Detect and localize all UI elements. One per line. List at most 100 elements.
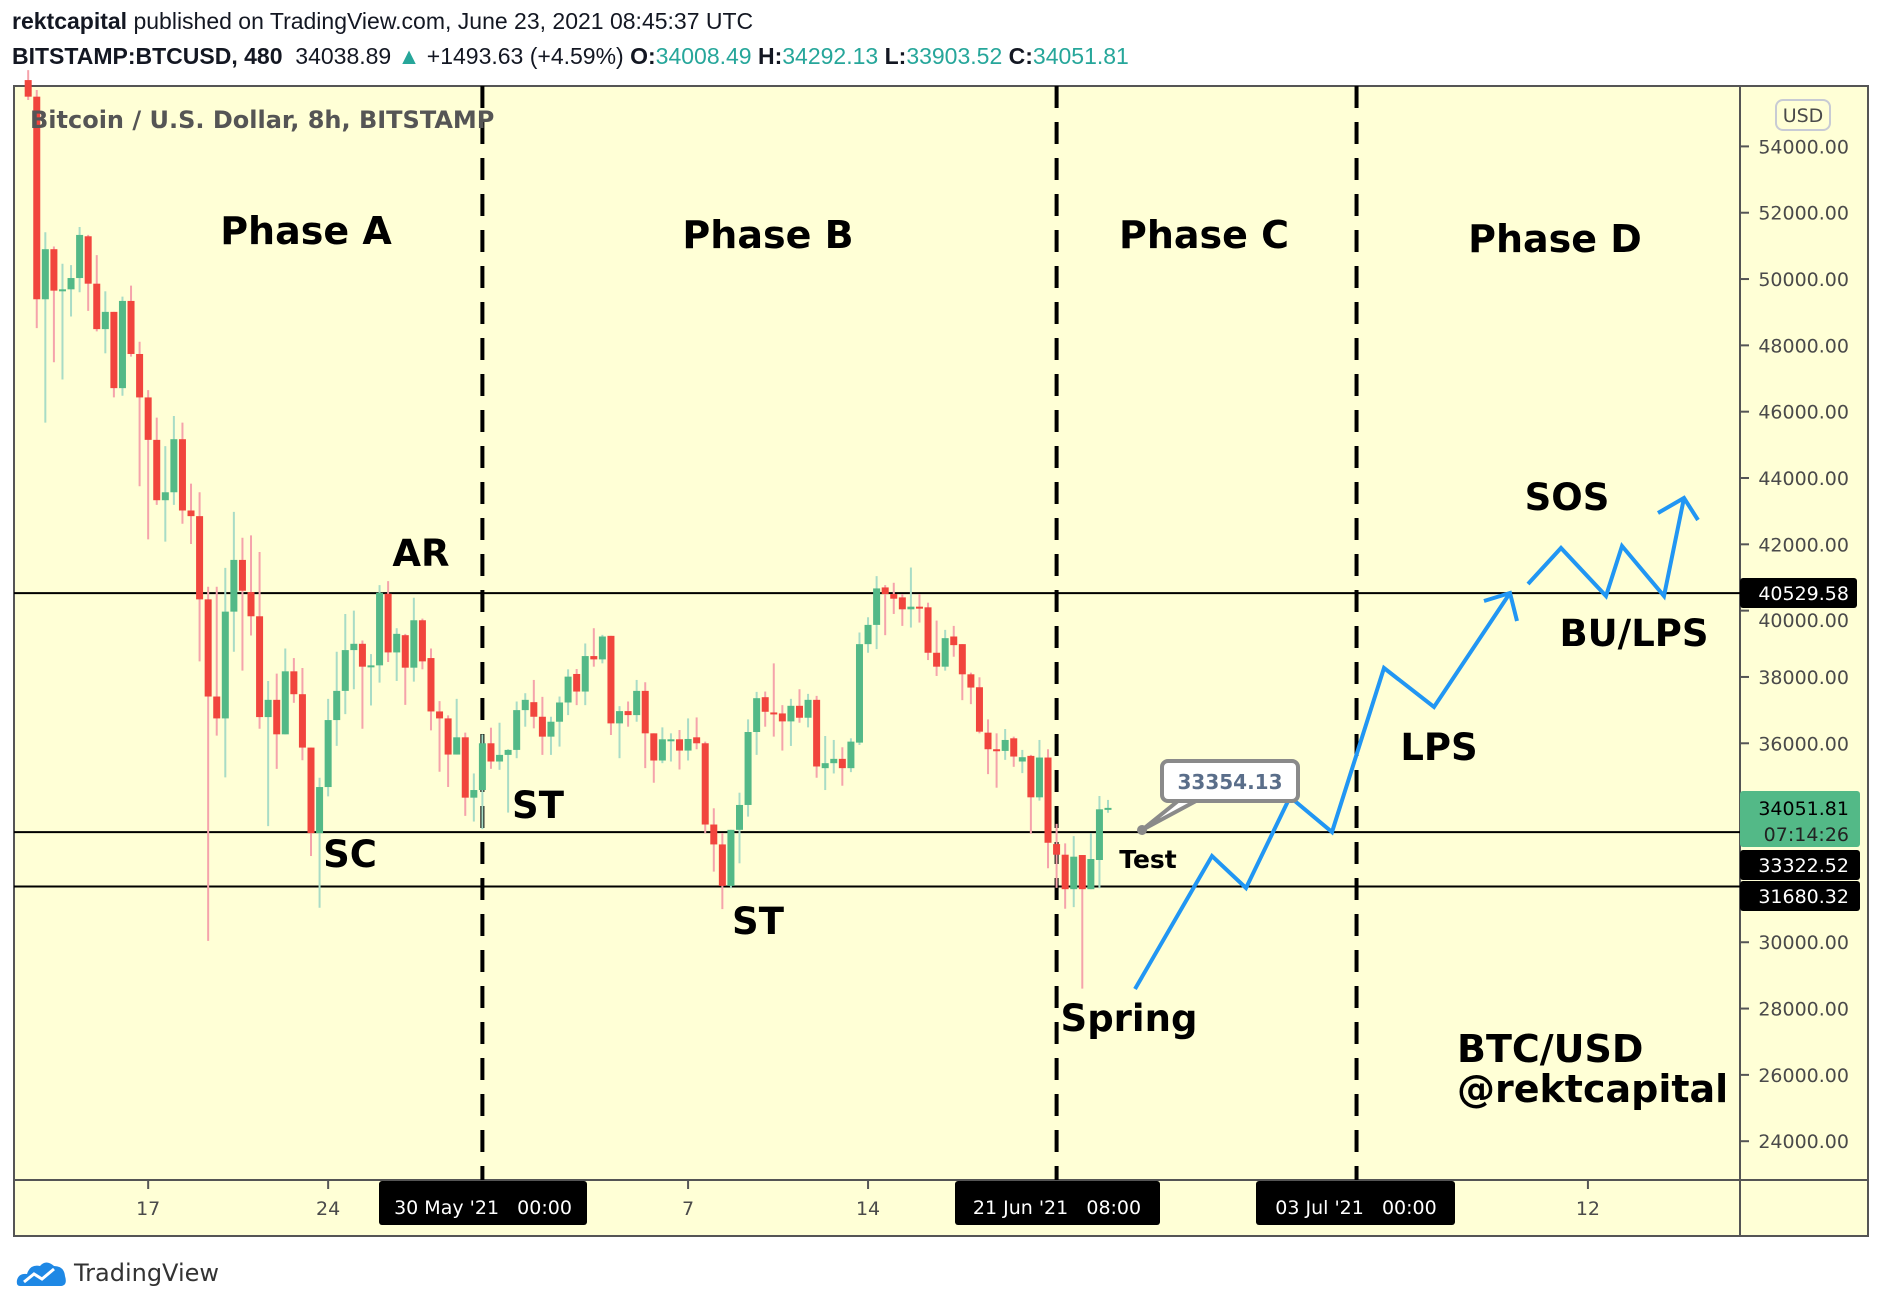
candle-body <box>727 829 735 886</box>
candle <box>658 727 666 764</box>
candle <box>461 732 469 816</box>
candle-body <box>84 236 92 284</box>
candle-body <box>461 737 469 798</box>
candle <box>547 716 555 755</box>
candle <box>358 640 366 729</box>
candle <box>144 390 152 540</box>
candle-body <box>830 758 838 764</box>
candle <box>187 483 195 544</box>
lps-label: LPS <box>1400 726 1477 769</box>
currency-badge[interactable]: USD <box>1775 99 1831 131</box>
candle-body <box>538 716 546 737</box>
candle-body <box>590 656 598 660</box>
candle <box>641 682 649 769</box>
candle-body <box>598 636 606 660</box>
candle-body <box>273 699 281 735</box>
candle <box>667 733 675 762</box>
candle-body <box>984 732 992 750</box>
candle-body <box>975 687 983 732</box>
candle <box>118 296 126 396</box>
phase-a-label: Phase A <box>220 209 392 253</box>
candle <box>616 706 624 759</box>
candle-body <box>650 733 658 761</box>
candle-body <box>701 743 709 825</box>
candle <box>890 582 898 614</box>
candle <box>967 672 975 705</box>
candle-countdown: 07:14:26 <box>1764 824 1849 846</box>
y-tick-label: 28000.00 <box>1758 999 1849 1021</box>
candle-body <box>221 611 229 719</box>
symbol[interactable]: BITSTAMP:BTCUSD, 480 <box>12 43 283 69</box>
candle-body <box>778 713 786 722</box>
candle <box>41 232 49 423</box>
candle <box>598 634 606 664</box>
candle-body <box>744 732 752 805</box>
price-callout[interactable]: 33354.13 <box>1137 759 1300 835</box>
candle <box>307 747 315 857</box>
resistance-price-tag: 40529.58 <box>1740 578 1857 608</box>
candle <box>573 669 581 706</box>
candle-body <box>616 711 624 724</box>
candle-body <box>993 749 1001 752</box>
low-value: 33903.52 <box>906 43 1003 69</box>
candle <box>221 567 229 778</box>
candle-body <box>358 643 366 667</box>
brand-name: TradingView <box>74 1259 220 1287</box>
candle-body <box>1044 757 1052 843</box>
candle-body <box>1078 855 1086 890</box>
candle <box>693 717 701 750</box>
candle <box>324 698 332 797</box>
candle-body <box>256 616 264 718</box>
projection-path[interactable] <box>1133 495 1700 991</box>
tradingview-logo[interactable]: TradingView <box>16 1258 219 1288</box>
candle <box>367 654 375 706</box>
chart-frame <box>13 85 1869 1237</box>
candle <box>290 658 298 703</box>
candle-body <box>110 311 118 389</box>
candle <box>478 734 486 830</box>
candle-body <box>813 699 821 767</box>
arrowhead-2 <box>1657 495 1700 522</box>
phase-c-label: Phase C <box>1119 213 1289 257</box>
candle-body <box>1001 739 1009 751</box>
candle <box>24 70 32 100</box>
candle-body <box>350 643 358 651</box>
candle-body <box>67 278 75 290</box>
arrowhead-1 <box>1483 590 1519 622</box>
candle <box>915 594 923 623</box>
candle <box>1061 843 1069 909</box>
candle-body <box>933 652 941 667</box>
candle <box>1087 833 1095 890</box>
candle <box>821 735 829 791</box>
resistance-price: 40529.58 <box>1758 583 1849 605</box>
test-label: Test <box>1119 845 1177 874</box>
spring-label: Spring <box>1061 997 1198 1040</box>
candle <box>1104 799 1112 813</box>
x-tick-label: 14 <box>856 1198 880 1220</box>
candle-body <box>633 690 641 716</box>
candle <box>376 585 384 683</box>
candle <box>410 597 418 682</box>
candle <box>178 422 186 524</box>
candle-body <box>573 673 581 692</box>
candle <box>84 234 92 311</box>
candle <box>521 693 529 727</box>
x-tick-label: 12 <box>1576 1198 1600 1220</box>
candle <box>864 617 872 653</box>
candle-body <box>324 720 332 788</box>
candle <box>701 741 709 834</box>
candle <box>564 669 572 716</box>
author-name[interactable]: rektcapital <box>12 8 128 34</box>
candle <box>341 613 349 715</box>
y-tick-label: 30000.00 <box>1758 932 1849 954</box>
candle <box>881 585 889 636</box>
candle-body <box>1035 757 1043 798</box>
candle-body <box>658 739 666 761</box>
candle-body <box>161 492 169 501</box>
candle-body <box>873 588 881 625</box>
candle <box>924 602 932 661</box>
candle <box>581 643 589 706</box>
candle-body <box>187 510 195 517</box>
candle <box>487 727 495 769</box>
